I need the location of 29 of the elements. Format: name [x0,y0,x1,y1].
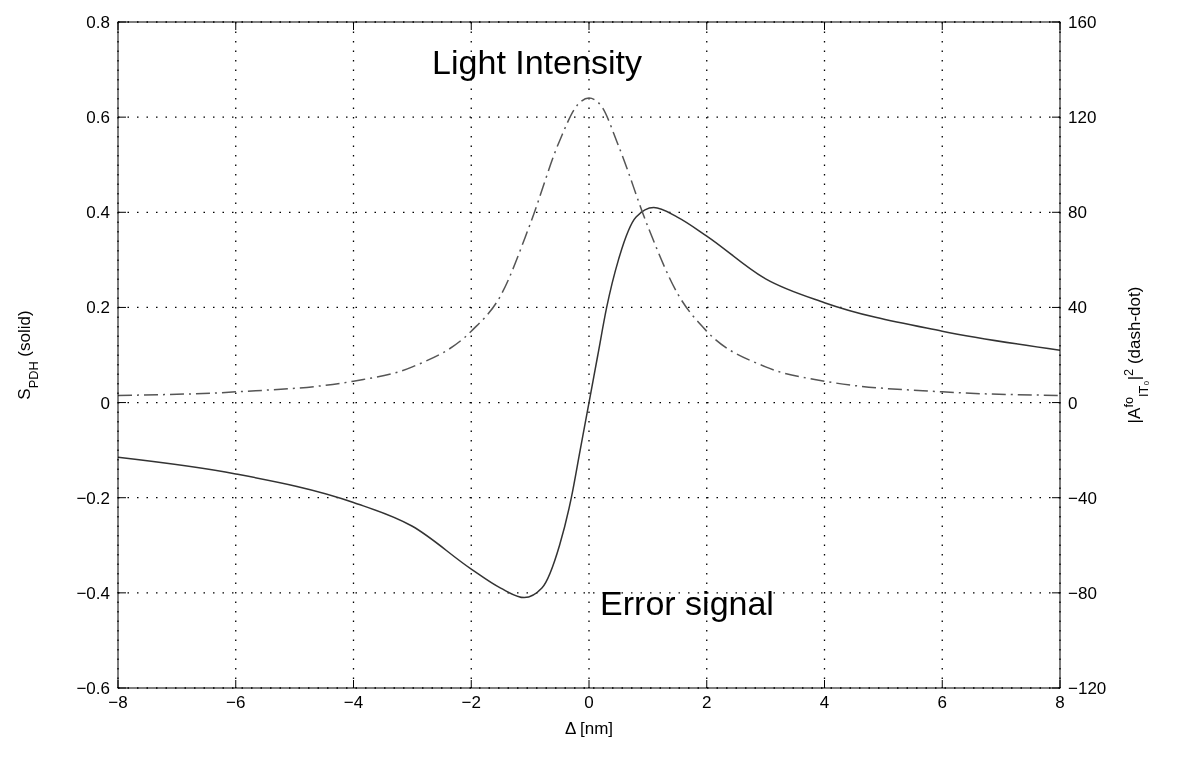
y-tick-label: 0.2 [86,298,110,318]
y-tick-label: −0.4 [76,583,110,603]
y2-tick-label: 0 [1068,393,1078,413]
x-axis-title: Δ [nm] [564,719,614,738]
y-tick-label: −0.6 [76,678,110,698]
y-tick-label: 0.6 [86,108,110,128]
x-tick-label: −6 [226,693,246,712]
annotation: Error signal [600,583,774,622]
y2-tick-label: −40 [1068,488,1097,508]
x-tick-label: 4 [819,693,830,712]
x-tick-label: −2 [461,693,481,712]
y-tick-label: −0.2 [76,488,110,508]
y-tick-label: 0 [100,393,110,413]
line-series [117,97,1061,397]
y-tick-label: 0.4 [86,203,110,223]
x-tick-label: −8 [108,693,128,712]
x-tick-label: −4 [343,693,364,712]
x-tick-label: 2 [702,693,712,712]
y2-tick-label: −120 [1068,678,1107,698]
annotation: Light Intensity [432,42,642,81]
x-tick-label: 8 [1055,693,1065,712]
y2-tick-label: 120 [1068,108,1097,128]
x-tick-label: 0 [584,693,594,712]
y2-tick-label: 80 [1068,203,1087,223]
y2-tick-label: 160 [1068,12,1097,32]
y-tick-label: 0.8 [86,12,110,32]
y2-tick-label: 40 [1068,298,1087,318]
x-tick-label: 6 [937,693,947,712]
y2-tick-label: −80 [1068,583,1097,603]
